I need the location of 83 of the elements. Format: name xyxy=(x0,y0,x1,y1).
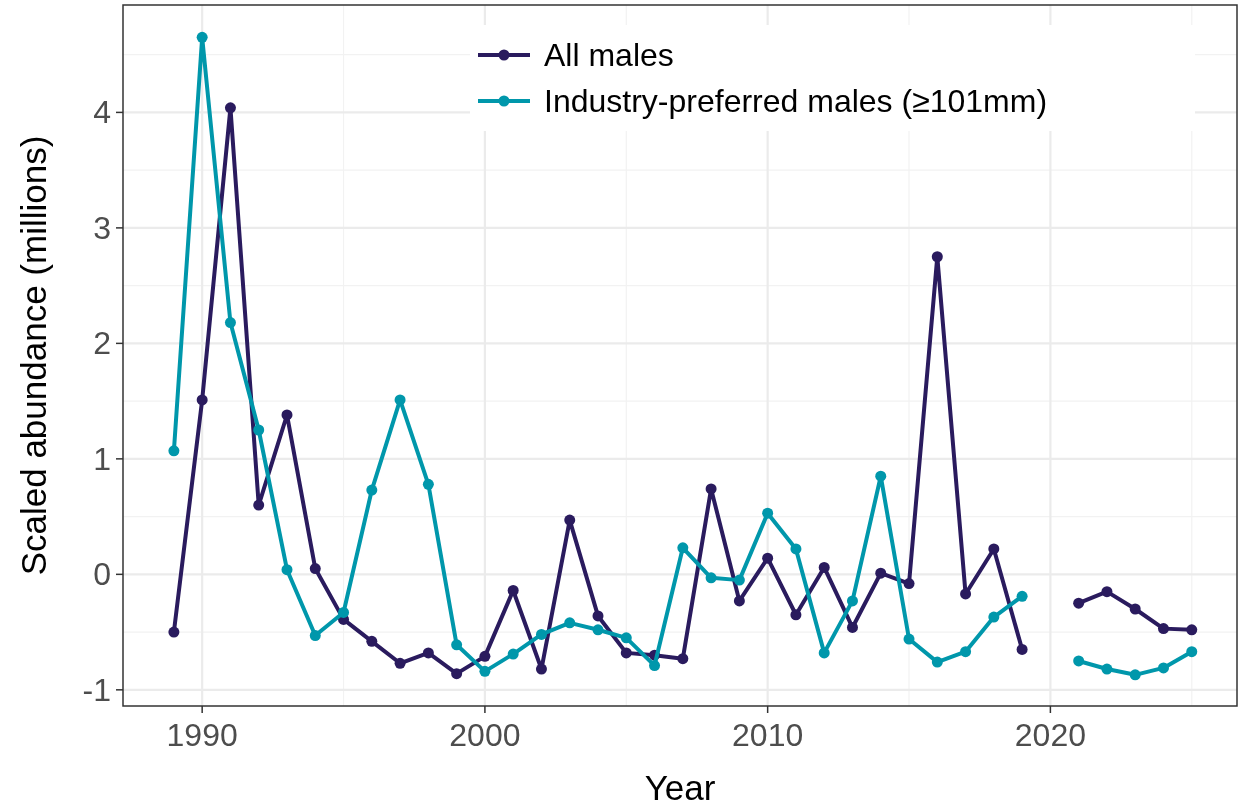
point xyxy=(281,409,293,421)
point xyxy=(649,660,661,672)
point xyxy=(1129,669,1141,681)
x-tick-label: 2020 xyxy=(1014,717,1086,753)
point xyxy=(733,595,745,607)
point xyxy=(1073,655,1085,667)
point xyxy=(790,609,802,621)
point xyxy=(535,628,547,640)
point xyxy=(1186,624,1198,636)
point xyxy=(762,552,774,564)
point xyxy=(620,632,632,644)
point xyxy=(1016,643,1028,655)
point xyxy=(818,647,830,659)
point xyxy=(677,542,689,554)
point xyxy=(309,563,321,575)
point xyxy=(451,668,463,680)
point xyxy=(196,394,208,406)
point xyxy=(846,595,858,607)
point xyxy=(846,621,858,633)
point xyxy=(535,663,547,675)
point xyxy=(931,656,943,668)
point xyxy=(592,624,604,636)
x-tick-label: 2000 xyxy=(449,717,521,753)
point xyxy=(196,31,208,43)
point xyxy=(507,648,519,660)
y-tick-label: 2 xyxy=(93,325,111,362)
point xyxy=(1157,662,1169,674)
point xyxy=(1157,623,1169,635)
point xyxy=(960,588,972,600)
x-tick-label: 1990 xyxy=(166,717,238,753)
legend-label: All males xyxy=(544,37,674,73)
point xyxy=(366,484,378,496)
point xyxy=(224,102,236,114)
point xyxy=(1101,663,1113,675)
point xyxy=(451,639,463,651)
x-tick-label: 2010 xyxy=(732,717,804,753)
point xyxy=(479,665,491,677)
point xyxy=(564,617,576,629)
y-axis-title: Scaled abundance (millions) xyxy=(14,135,53,576)
point xyxy=(1016,590,1028,602)
point xyxy=(705,483,717,495)
x-axis-title: Year xyxy=(644,768,716,807)
point xyxy=(338,606,350,618)
point xyxy=(422,647,434,659)
point xyxy=(394,657,406,669)
point xyxy=(366,635,378,647)
point xyxy=(1101,586,1113,598)
point xyxy=(988,611,1000,623)
point xyxy=(564,514,576,526)
point xyxy=(1129,603,1141,615)
point xyxy=(960,646,972,658)
point xyxy=(988,543,1000,555)
y-tick-label: 0 xyxy=(93,556,111,593)
point xyxy=(1073,597,1085,609)
point xyxy=(168,626,180,638)
point xyxy=(875,470,887,482)
point xyxy=(818,561,830,573)
point xyxy=(168,445,180,457)
point xyxy=(592,610,604,622)
point xyxy=(903,578,915,590)
point xyxy=(394,394,406,406)
y-tick-label: -1 xyxy=(82,671,111,708)
y-tick-label: 4 xyxy=(93,94,111,131)
point xyxy=(790,543,802,555)
point xyxy=(620,647,632,659)
point xyxy=(931,251,943,263)
point xyxy=(479,650,491,662)
point xyxy=(422,478,434,490)
point xyxy=(281,564,293,576)
point xyxy=(705,572,717,584)
point xyxy=(1186,646,1198,658)
point xyxy=(253,499,265,511)
point xyxy=(762,507,774,519)
point xyxy=(903,633,915,645)
y-tick-label: 1 xyxy=(93,440,111,477)
point xyxy=(677,653,689,665)
y-tick-label: 3 xyxy=(93,209,111,246)
point xyxy=(875,567,887,579)
point xyxy=(224,317,236,329)
point xyxy=(733,574,745,586)
point xyxy=(253,424,265,436)
point xyxy=(309,630,321,642)
legend-label: Industry-preferred males (≥101mm) xyxy=(544,83,1048,119)
